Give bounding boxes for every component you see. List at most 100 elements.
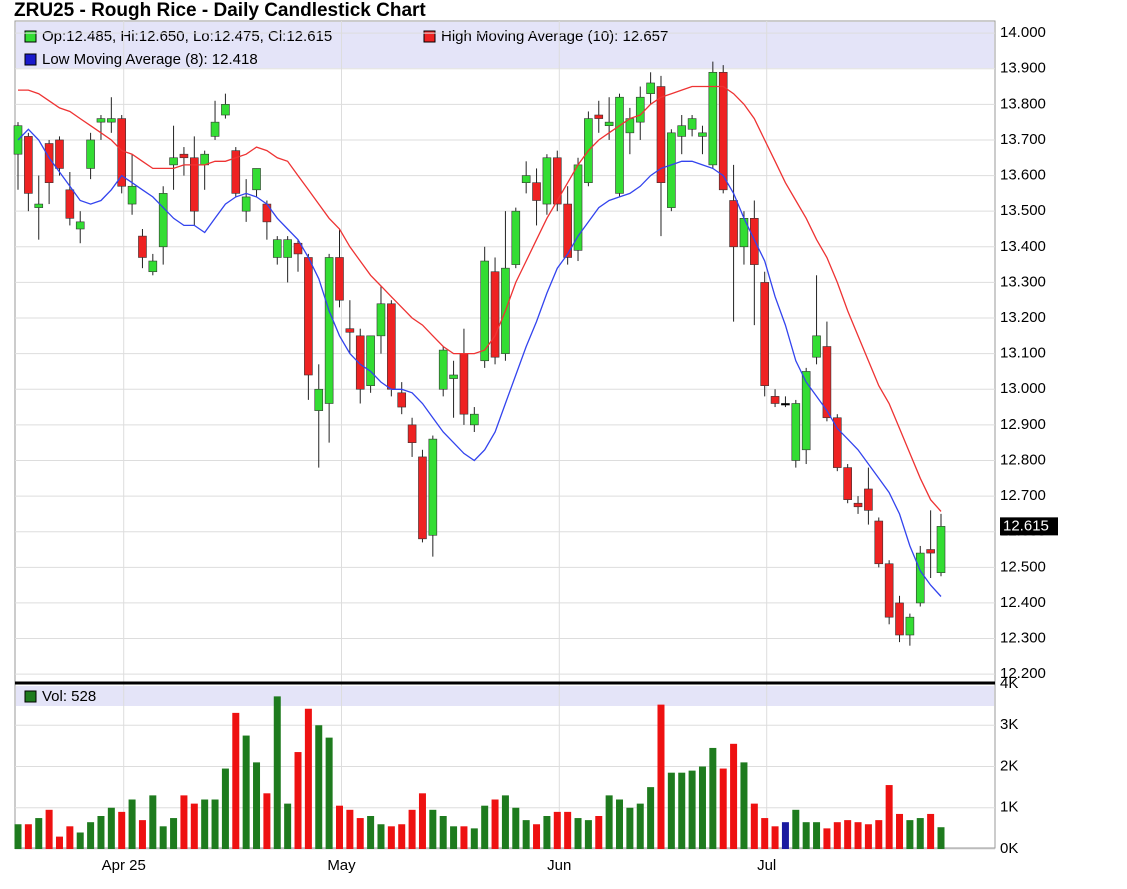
candle-body	[915, 552, 925, 604]
price-tag	[1000, 517, 1058, 536]
candle-body	[283, 239, 292, 258]
candle-body	[355, 335, 365, 390]
candle-body	[532, 182, 541, 201]
candle-body	[262, 203, 272, 223]
volume-bar	[574, 818, 582, 849]
candle-body	[563, 203, 572, 258]
volume-bar	[491, 799, 499, 849]
candle-body	[190, 157, 199, 212]
volume-bar	[232, 712, 240, 849]
volume-bar	[667, 772, 675, 849]
volume-bar	[398, 824, 406, 849]
volume-bar	[916, 818, 924, 849]
volume-bar	[201, 799, 209, 849]
volume-bar	[387, 826, 395, 849]
volume-bar	[719, 768, 727, 849]
volume-bar	[833, 822, 841, 849]
candle-body	[604, 121, 614, 127]
x-tick-label: Apr 25	[102, 857, 146, 874]
candle-body	[252, 168, 261, 191]
legend-entry: High Moving Average (10): 12.657	[441, 28, 668, 45]
x-tick-label: May	[327, 857, 356, 874]
candle-body	[718, 71, 728, 191]
volume-bar	[149, 795, 157, 849]
x-tick-label: Jun	[547, 857, 571, 874]
y-tick-label: 13.800	[1000, 95, 1046, 112]
candle-body	[418, 456, 427, 540]
candle-body	[843, 467, 852, 500]
candle-body	[708, 71, 718, 166]
volume-bar	[180, 795, 188, 849]
candle-body	[552, 157, 562, 205]
volume-bar	[636, 803, 644, 849]
candle-body	[148, 260, 158, 273]
volume-bar	[605, 795, 613, 849]
y-tick-label: 12.200	[1000, 665, 1046, 682]
candle-body	[770, 396, 780, 404]
candle-body	[480, 260, 489, 362]
candle-body	[677, 125, 687, 137]
legend-swatch	[24, 30, 37, 43]
candle-body	[874, 520, 884, 565]
volume-bar	[501, 795, 509, 849]
volume-bar	[170, 818, 178, 849]
volume-bar	[253, 762, 261, 849]
volume-bar	[688, 770, 696, 849]
volume-bar	[128, 799, 136, 849]
x-tick-label: Jul	[757, 857, 776, 874]
volume-bar	[584, 820, 592, 849]
volume-bar	[533, 824, 541, 849]
y-tick-label: 13.000	[1000, 380, 1046, 397]
volume-bar	[626, 807, 634, 849]
volume-bar	[159, 826, 167, 849]
candle-body	[241, 196, 251, 212]
candle-body	[438, 349, 448, 390]
candle-body	[210, 121, 220, 137]
candle-body	[822, 346, 832, 419]
candle-body	[387, 303, 396, 390]
volume-bar	[273, 696, 281, 849]
volume-bar	[97, 816, 105, 849]
candle-body	[221, 104, 230, 116]
y-tick-label: 12.400	[1000, 594, 1046, 611]
candle-body	[428, 438, 438, 536]
volume-bar	[709, 747, 717, 849]
candle-body	[926, 549, 935, 554]
moving-average-line	[18, 85, 942, 512]
volume-bar	[481, 805, 489, 849]
volume-bar	[107, 807, 115, 849]
y-tick-label: 2K	[1000, 757, 1018, 774]
volume-bar	[813, 822, 821, 849]
volume-bar	[522, 820, 530, 849]
volume-bar	[616, 799, 624, 849]
candle-body	[397, 392, 407, 408]
candle-body	[293, 242, 303, 255]
volume-legend-strip	[16, 686, 994, 706]
volume-bar	[325, 737, 333, 849]
volume-bar	[45, 809, 53, 849]
chart-title: ZRU25 - Rough Rice - Daily Candlestick C…	[14, 0, 426, 21]
legend-entry: Vol: 528	[42, 688, 96, 705]
volume-bar	[408, 809, 416, 849]
candle-body	[801, 371, 811, 451]
volume-bar	[885, 785, 893, 849]
volume-bar	[346, 809, 354, 849]
volume-bar	[864, 824, 872, 849]
candle-body	[127, 185, 137, 205]
candle-body	[750, 218, 759, 265]
candle-body	[24, 136, 33, 194]
candle-body	[729, 200, 738, 248]
volume-bar	[761, 818, 769, 849]
candle-body	[335, 257, 344, 301]
volume-bar	[647, 787, 655, 849]
candle-body	[138, 235, 147, 258]
candle-body	[314, 388, 324, 411]
candle-body	[521, 175, 531, 183]
candle-body	[44, 143, 54, 183]
volume-bar	[730, 743, 738, 849]
y-tick-label: 13.300	[1000, 273, 1046, 290]
candle-body	[96, 118, 106, 123]
volume-bar	[937, 827, 945, 849]
volume-bar	[377, 824, 385, 849]
